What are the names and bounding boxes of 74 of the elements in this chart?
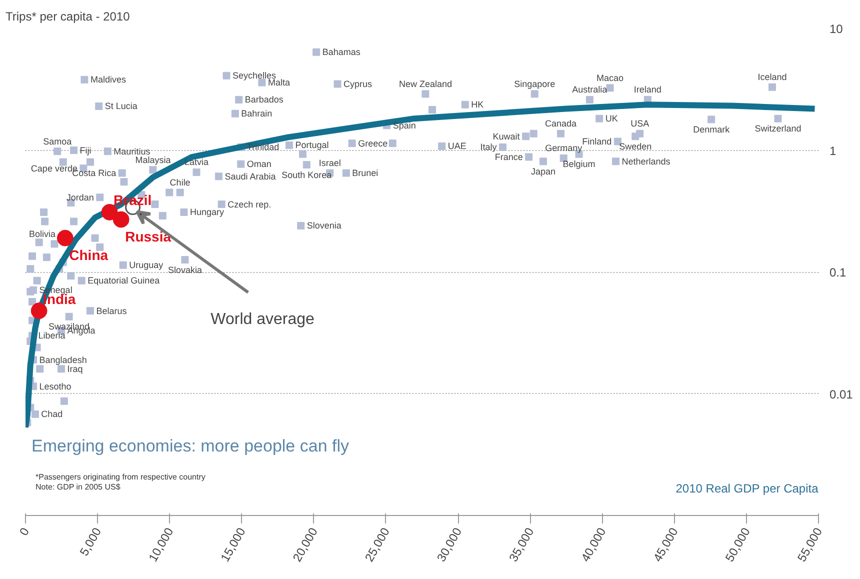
annotation: HK xyxy=(471,100,484,110)
y-tick-label: 0.01 xyxy=(830,387,854,402)
annotation: Iraq xyxy=(67,364,83,374)
annotation: Spain xyxy=(392,120,416,130)
x-tick-label: 0 xyxy=(16,524,32,538)
annotation: Equatorial Guinea xyxy=(88,276,160,286)
annotation: Bolivia xyxy=(28,228,56,239)
annotation: Trinidad xyxy=(246,142,280,152)
annotation: UK xyxy=(605,114,618,124)
annotation: Canada xyxy=(544,118,576,129)
y-tick-label: 0.1 xyxy=(830,266,847,280)
annotation: World average xyxy=(210,310,315,328)
annotation: Samoa xyxy=(43,136,72,146)
annotation: China xyxy=(69,247,108,264)
annotation: Bangladesh xyxy=(39,354,87,365)
annotation: Emerging economies: more people can fly xyxy=(32,436,350,456)
annotation: Liberia xyxy=(38,330,66,341)
annotation: Singapore xyxy=(514,78,556,89)
annotation: Czech rep. xyxy=(228,199,272,210)
annotation: *Passengers originating from respective country xyxy=(36,472,206,482)
annotation: Belarus xyxy=(96,306,128,316)
annotation: Lesotho xyxy=(39,381,72,392)
annotation: Slovenia xyxy=(306,220,342,231)
annotation: Ireland xyxy=(634,84,662,95)
annotation: Germany xyxy=(545,143,583,154)
annotation: Italy xyxy=(480,142,498,152)
annotation: Latvia xyxy=(184,157,209,168)
annotation: Barbados xyxy=(244,94,284,105)
annotation: Brunei xyxy=(352,168,378,178)
annotation: UAE xyxy=(448,141,466,152)
annotation: Saudi Arabia xyxy=(224,171,276,182)
annotation: Cyprus xyxy=(344,79,373,90)
annotation: Bahamas xyxy=(322,47,361,58)
annotation: Belgium xyxy=(562,159,596,170)
annotation: Finland xyxy=(582,136,612,146)
x-axis-title: 2010 Real GDP per Capita xyxy=(676,482,819,496)
annotation: Netherlands xyxy=(622,156,671,166)
annotation: Maldives xyxy=(90,74,126,85)
point xyxy=(30,302,48,320)
annotation: Oman xyxy=(246,159,272,170)
annotation: Israel xyxy=(318,158,341,168)
point xyxy=(101,204,118,220)
annotation: Mauritius xyxy=(114,146,151,156)
point xyxy=(112,211,130,228)
annotation: Portugal xyxy=(295,140,329,150)
annotation: Switzerland xyxy=(754,124,802,134)
annotation: France xyxy=(494,152,523,162)
annotation: St Lucia xyxy=(104,101,138,112)
annotation: South Korea xyxy=(282,170,332,180)
annotation: Bahrain xyxy=(241,108,272,119)
annotation: New Zealand xyxy=(398,78,452,89)
annotation: Chad xyxy=(41,409,63,420)
annotation: Uruguay xyxy=(129,260,164,270)
annotation: Greece xyxy=(358,138,388,148)
y-tick-label: 10 xyxy=(830,22,844,36)
annotation: Australia xyxy=(572,84,608,95)
annotation: Russia xyxy=(125,228,172,244)
annotation: Jordan xyxy=(66,192,94,202)
annotation: Japan xyxy=(530,166,556,176)
annotation: Malaysia xyxy=(135,154,171,165)
chart-title: Trips* per capita - 2010 xyxy=(6,10,130,24)
annotation: Hungary xyxy=(190,207,224,218)
annotation: Fiji xyxy=(80,145,92,156)
annotation: Chile xyxy=(170,177,190,188)
annotation: Sweden xyxy=(619,141,652,152)
annotation: Note: GDP in 2005 US$ xyxy=(36,482,121,492)
point xyxy=(56,230,74,246)
annotation: Macao xyxy=(596,72,624,83)
annotation: Iceland xyxy=(758,72,787,82)
annotation: Denmark xyxy=(693,124,730,134)
annotation: Kuwait xyxy=(492,131,520,142)
y-tick-label: 1 xyxy=(830,144,836,158)
annotation: USA xyxy=(630,118,650,129)
annotation: Slovakia xyxy=(168,264,202,275)
